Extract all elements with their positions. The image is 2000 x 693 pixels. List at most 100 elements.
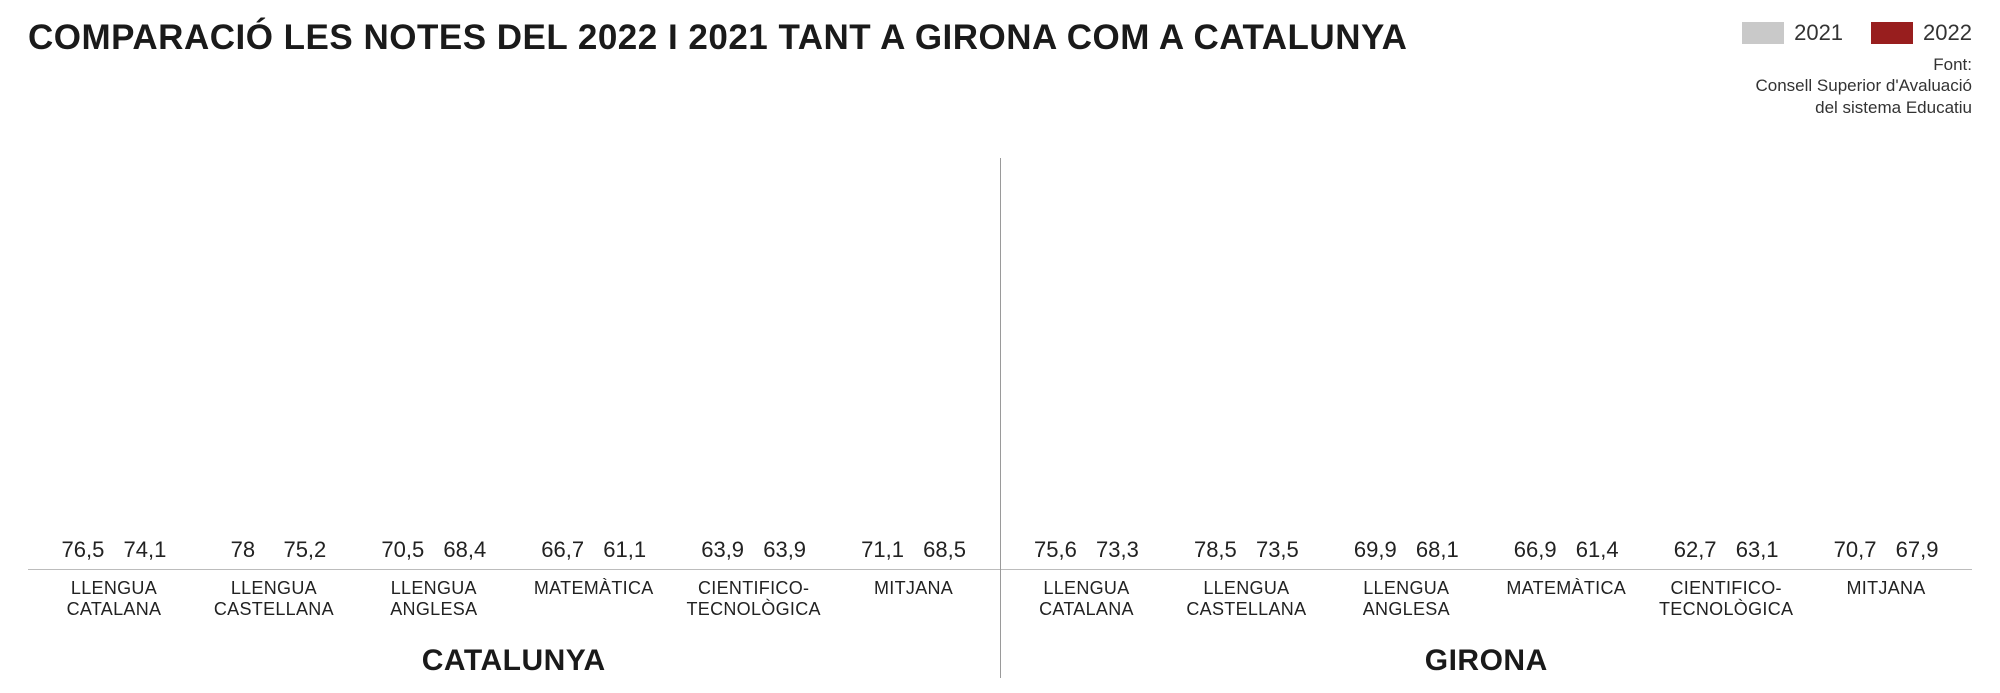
bar-wrap-2021: 70,7 (1827, 537, 1883, 569)
panel-catalunya: 76,5 74,1 78 75,2 70,5 68,4 66,7 61,1 63,9 63,9 71… (28, 158, 1000, 678)
value-label: 62,7 (1674, 537, 1717, 563)
value-label: 73,5 (1256, 537, 1299, 563)
bar-group: 75,6 73,3 (1007, 537, 1167, 569)
bar-group: 71,1 68,5 (834, 537, 994, 569)
bar-wrap-2021: 63,9 (695, 537, 751, 569)
legend-label-2022: 2022 (1923, 20, 1972, 46)
category-label: LLENGUACATALANA (34, 578, 194, 619)
bar-group: 78 75,2 (194, 537, 354, 569)
bar-wrap-2021: 69,9 (1347, 537, 1403, 569)
bar-pair: 69,9 68,1 (1347, 537, 1465, 569)
bar-wrap-2021: 78,5 (1187, 537, 1243, 569)
value-label: 78 (231, 537, 255, 563)
header-right: 2021 2022 Font: Consell Superior d'Avalu… (1742, 20, 1972, 118)
value-label: 66,9 (1514, 537, 1557, 563)
value-label: 78,5 (1194, 537, 1237, 563)
bar-pair: 66,9 61,4 (1507, 537, 1625, 569)
category-label: MITJANA (1806, 578, 1966, 619)
bar-pair: 78,5 73,5 (1187, 537, 1305, 569)
value-label: 75,2 (283, 537, 326, 563)
category-label: LLENGUACATALANA (1007, 578, 1167, 619)
legend-item-2021: 2021 (1742, 20, 1843, 46)
bar-wrap-2021: 76,5 (55, 537, 111, 569)
bar-wrap-2022: 63,1 (1729, 537, 1785, 569)
bar-pair: 70,5 68,4 (375, 537, 493, 569)
bar-wrap-2022: 74,1 (117, 537, 173, 569)
legend-item-2022: 2022 (1871, 20, 1972, 46)
value-label: 63,9 (763, 537, 806, 563)
bar-wrap-2022: 73,3 (1089, 537, 1145, 569)
bar-wrap-2021: 71,1 (855, 537, 911, 569)
value-label: 71,1 (861, 537, 904, 563)
value-label: 76,5 (62, 537, 105, 563)
bar-wrap-2021: 66,9 (1507, 537, 1563, 569)
bar-wrap-2021: 66,7 (535, 537, 591, 569)
value-label: 66,7 (541, 537, 584, 563)
legend-swatch-2022 (1871, 22, 1913, 44)
bar-pair: 62,7 63,1 (1667, 537, 1785, 569)
panel-title: CATALUNYA (28, 644, 1000, 678)
bar-pair: 76,5 74,1 (55, 537, 173, 569)
bar-wrap-2022: 63,9 (757, 537, 813, 569)
value-label: 68,4 (443, 537, 486, 563)
chart-panels: 76,5 74,1 78 75,2 70,5 68,4 66,7 61,1 63,9 63,9 71… (28, 158, 1972, 678)
bar-pair: 66,7 61,1 (535, 537, 653, 569)
bar-wrap-2022: 75,2 (277, 537, 333, 569)
bar-wrap-2021: 62,7 (1667, 537, 1723, 569)
category-label: LLENGUACASTELLANA (194, 578, 354, 619)
bar-group: 62,7 63,1 (1646, 537, 1806, 569)
bar-wrap-2022: 61,1 (597, 537, 653, 569)
chart-area: 75,6 73,3 78,5 73,5 69,9 68,1 66,9 61,4 62,7 63,1… (1001, 158, 1973, 571)
bar-group: 76,5 74,1 (34, 537, 194, 569)
source-line1: Consell Superior d'Avaluació (1755, 75, 1972, 96)
chart-title: COMPARACIÓ LES NOTES DEL 2022 I 2021 TAN… (28, 18, 1407, 58)
category-label: LLENGUAANGLESA (1326, 578, 1486, 619)
value-label: 75,6 (1034, 537, 1077, 563)
legend: 2021 2022 (1742, 20, 1972, 46)
value-label: 74,1 (124, 537, 167, 563)
value-label: 70,5 (381, 537, 424, 563)
panel-title: GIRONA (1001, 644, 1973, 678)
bar-group: 70,7 67,9 (1806, 537, 1966, 569)
source-label: Font: (1755, 54, 1972, 75)
panel-girona: 75,6 73,3 78,5 73,5 69,9 68,1 66,9 61,4 62,7 63,1… (1000, 158, 1973, 678)
bar-pair: 78 75,2 (215, 537, 333, 569)
source-line2: del sistema Educatiu (1755, 97, 1972, 118)
bar-group: 63,9 63,9 (674, 537, 834, 569)
bar-pair: 75,6 73,3 (1027, 537, 1145, 569)
bar-group: 66,7 61,1 (514, 537, 674, 569)
value-label: 61,1 (603, 537, 646, 563)
chart-area: 76,5 74,1 78 75,2 70,5 68,4 66,7 61,1 63,9 63,9 71… (28, 158, 1000, 571)
bar-group: 69,9 68,1 (1326, 537, 1486, 569)
bar-pair: 71,1 68,5 (855, 537, 973, 569)
bar-wrap-2022: 61,4 (1569, 537, 1625, 569)
bar-pair: 63,9 63,9 (695, 537, 813, 569)
value-label: 68,1 (1416, 537, 1459, 563)
bar-wrap-2022: 68,1 (1409, 537, 1465, 569)
category-label: CIENTIFICO-TECNOLÒGICA (674, 578, 834, 619)
category-label: LLENGUAANGLESA (354, 578, 514, 619)
category-label: MITJANA (834, 578, 994, 619)
bar-group: 70,5 68,4 (354, 537, 514, 569)
bar-wrap-2021: 78 (215, 537, 271, 569)
legend-label-2021: 2021 (1794, 20, 1843, 46)
value-label: 63,1 (1736, 537, 1779, 563)
value-label: 70,7 (1834, 537, 1877, 563)
value-label: 67,9 (1896, 537, 1939, 563)
category-label: MATEMÀTICA (514, 578, 674, 619)
bar-pair: 70,7 67,9 (1827, 537, 1945, 569)
bar-wrap-2022: 73,5 (1249, 537, 1305, 569)
legend-swatch-2021 (1742, 22, 1784, 44)
bar-group: 78,5 73,5 (1166, 537, 1326, 569)
bar-wrap-2021: 75,6 (1027, 537, 1083, 569)
value-label: 73,3 (1096, 537, 1139, 563)
value-label: 61,4 (1576, 537, 1619, 563)
bar-wrap-2022: 67,9 (1889, 537, 1945, 569)
bar-wrap-2022: 68,4 (437, 537, 493, 569)
category-label: CIENTIFICO-TECNOLÒGICA (1646, 578, 1806, 619)
bar-wrap-2021: 70,5 (375, 537, 431, 569)
source-credit: Font: Consell Superior d'Avaluació del s… (1755, 54, 1972, 118)
bar-wrap-2022: 68,5 (917, 537, 973, 569)
category-label: MATEMÀTICA (1486, 578, 1646, 619)
value-label: 63,9 (701, 537, 744, 563)
